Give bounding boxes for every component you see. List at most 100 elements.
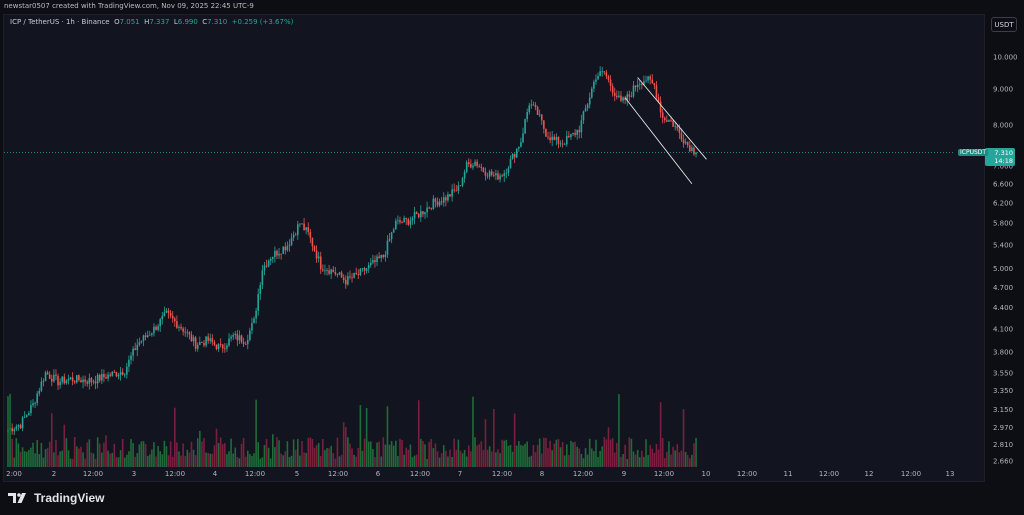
candle-body xyxy=(678,128,681,133)
volume-bar xyxy=(465,456,468,467)
volume-bar xyxy=(392,445,395,467)
candle-body xyxy=(655,85,658,98)
volume-bar xyxy=(274,447,276,467)
candle-body xyxy=(382,254,385,258)
candle-body xyxy=(369,262,372,266)
candle-body xyxy=(455,190,458,192)
x-tick-label: 8 xyxy=(540,470,544,478)
candle-body xyxy=(632,85,635,97)
tradingview-logo[interactable]: TradingView xyxy=(8,491,104,505)
candle-body xyxy=(428,207,430,209)
volume-bar xyxy=(240,443,243,467)
volume-bar xyxy=(480,441,483,467)
volume-bar xyxy=(588,438,591,467)
volume-bar xyxy=(28,449,30,467)
x-tick-label: 12:00 xyxy=(819,470,839,478)
volume-bar xyxy=(101,452,103,467)
volume-bar xyxy=(582,458,585,467)
volume-bar xyxy=(603,437,606,467)
volume-bar xyxy=(23,451,26,467)
volume-bar xyxy=(493,409,495,467)
volume-bar xyxy=(105,435,107,467)
volume-bar xyxy=(618,394,620,467)
volume-bar xyxy=(626,458,629,467)
high-value: 7.337 xyxy=(149,18,170,26)
candle-body xyxy=(432,198,435,209)
candle-body xyxy=(572,132,574,135)
volume-bar xyxy=(180,455,182,467)
candle-body xyxy=(413,212,416,219)
candle-body xyxy=(76,375,78,383)
candle-body xyxy=(174,318,176,322)
volume-bar xyxy=(518,441,520,467)
candle-body xyxy=(80,380,82,383)
volume-bar xyxy=(574,441,576,467)
candle-body xyxy=(447,194,449,201)
y-tick-label: 8.000 xyxy=(993,122,1013,130)
candle-body xyxy=(622,97,624,101)
volume-bar xyxy=(636,449,639,467)
candle-body xyxy=(103,373,105,378)
candle-body xyxy=(378,256,380,259)
candle-body xyxy=(255,310,257,319)
volume-bar xyxy=(486,449,489,467)
volume-bar xyxy=(215,428,218,467)
volume-bar xyxy=(390,441,393,467)
volume-bar xyxy=(153,442,155,467)
candle-body xyxy=(71,377,74,382)
volume-bar xyxy=(534,452,537,467)
plot-area[interactable] xyxy=(3,14,985,482)
volume-bar xyxy=(194,455,197,467)
volume-bar xyxy=(551,450,553,467)
volume-bar xyxy=(367,441,370,467)
candle-body xyxy=(576,130,579,135)
candle-body xyxy=(415,212,418,214)
candle-body xyxy=(405,217,408,219)
volume-bar xyxy=(309,437,312,467)
candle-body xyxy=(132,348,134,356)
candle-body xyxy=(228,338,230,346)
volume-bar xyxy=(236,457,239,467)
candle-body xyxy=(553,136,556,140)
symbol-name[interactable]: ICP / TetherUS · 1h · Binance xyxy=(10,18,110,26)
volume-bar xyxy=(632,451,635,467)
x-tick-label: 11 xyxy=(784,470,793,478)
volume-bar xyxy=(624,444,626,467)
currency-button[interactable]: USDT xyxy=(991,17,1017,32)
volume-bar xyxy=(476,445,478,467)
volume-bar xyxy=(688,458,691,467)
volume-bar xyxy=(144,444,147,467)
candle-body xyxy=(211,338,214,343)
volume-bar xyxy=(401,439,403,467)
candle-body xyxy=(134,348,136,351)
volume-bar xyxy=(578,448,581,467)
volume-bar xyxy=(549,440,551,467)
candle-body xyxy=(336,274,339,275)
volume-bar xyxy=(609,439,612,467)
volume-bar xyxy=(301,440,303,467)
volume-bar xyxy=(509,444,512,467)
candle-body xyxy=(528,105,531,113)
candle-body xyxy=(607,76,610,80)
volume-bar xyxy=(115,456,118,467)
volume-bar xyxy=(413,455,416,467)
volume-bar xyxy=(568,454,570,467)
open-label: O xyxy=(114,18,120,26)
candle-body xyxy=(59,381,61,386)
volume-bar xyxy=(25,451,28,467)
volume-bar xyxy=(19,451,22,467)
x-tick-label: 12:00 xyxy=(83,470,103,478)
volume-bar xyxy=(595,439,597,467)
last-price-tag: 7.310 14:18 xyxy=(985,147,1015,166)
volume-bar xyxy=(161,454,164,467)
candle-body xyxy=(578,130,581,133)
candle-body xyxy=(363,268,366,271)
candle-body xyxy=(294,234,297,236)
volume-bar xyxy=(647,455,649,467)
volume-bar xyxy=(57,455,59,467)
volume-bar xyxy=(482,449,485,467)
candle-body xyxy=(236,333,239,341)
candle-body xyxy=(240,335,243,343)
volume-bar xyxy=(132,443,134,467)
candle-body xyxy=(501,175,503,177)
